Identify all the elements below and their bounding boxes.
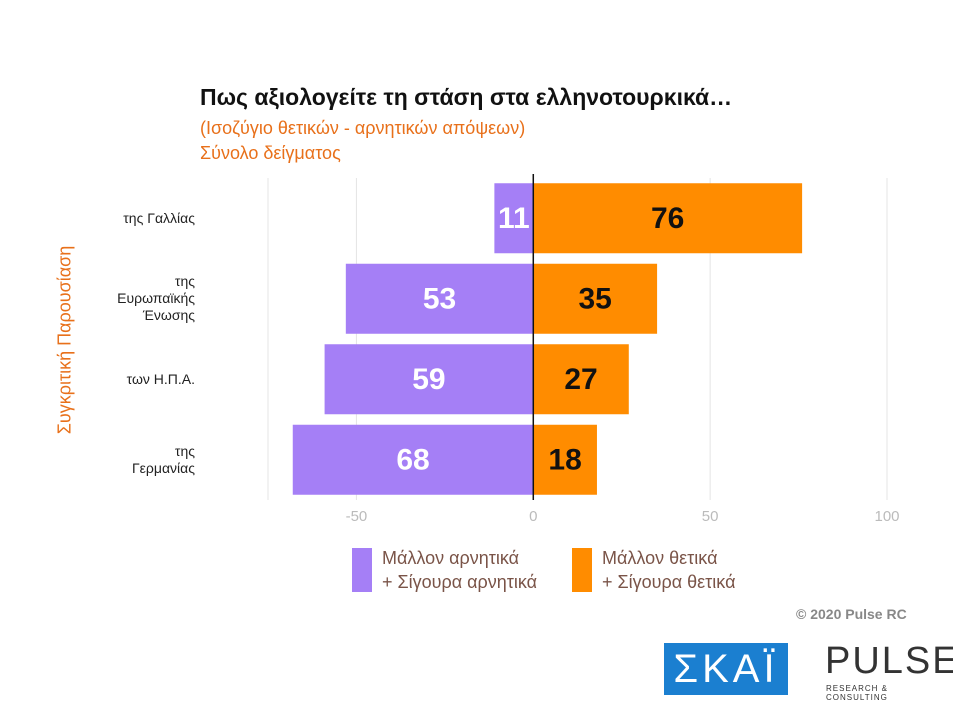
chart-title: Πως αξιολογείτε τη στάση στα ελληνοτουρκ… [200, 84, 733, 110]
value-label: 18 [548, 444, 581, 477]
subtitle: Σύνολο δείγματος [200, 143, 341, 163]
value-label: 53 [423, 283, 456, 316]
value-label: 68 [396, 444, 429, 477]
y-tick-label: των Η.Π.Α. [126, 370, 195, 387]
y-tick-label: της Γερμανίας [131, 442, 195, 476]
bar [533, 263, 658, 334]
bar [324, 344, 534, 415]
legend-swatch [352, 548, 372, 592]
bar [533, 424, 597, 495]
y-axis-label: Συγκριτική Παρουσίαση [54, 245, 75, 435]
bar [533, 344, 629, 415]
value-label: 11 [498, 202, 530, 235]
copyright: © 2020 Pulse RC [796, 606, 907, 622]
y-tick-label: της Ευρωπαϊκής Ένωσης [117, 273, 195, 324]
bar [494, 183, 534, 254]
skai-logo: ΣΚΑΪ [664, 643, 788, 695]
subtitle: (Ισοζύγιο θετικών - αρνητικών απόψεων) [200, 118, 526, 138]
value-label: 27 [564, 363, 597, 396]
bar [345, 263, 534, 334]
bar [292, 424, 534, 495]
value-label: 35 [578, 283, 611, 316]
pulse-logo: PULSE [825, 640, 953, 682]
legend-swatch [572, 548, 592, 592]
y-tick-label: της Γαλλίας [123, 209, 195, 226]
bar [533, 183, 803, 254]
x-tick-label: 0 [529, 508, 537, 525]
legend-label: Μάλλον θετικά + Σίγουρα θετικά [602, 548, 736, 592]
value-label: 76 [651, 202, 684, 235]
x-tick-label: 50 [702, 508, 719, 525]
legend-label: Μάλλον αρνητικά + Σίγουρα αρνητικά [382, 548, 538, 592]
value-label: 59 [412, 363, 445, 396]
x-tick-label: 100 [874, 508, 899, 525]
x-tick-label: -50 [346, 508, 368, 525]
pulse-tagline: RESEARCH & CONSULTING [826, 684, 889, 702]
